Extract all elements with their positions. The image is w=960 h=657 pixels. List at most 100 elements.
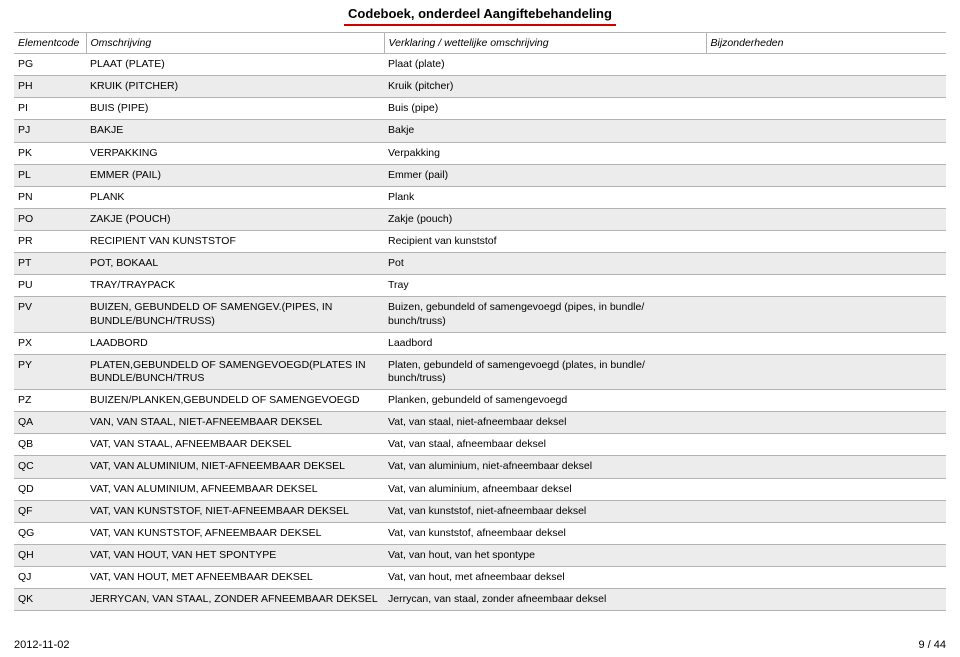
cell-ver: Jerrycan, van staal, zonder afneembaar d…	[384, 589, 706, 611]
table-row: QHVAT, VAN HOUT, VAN HET SPONTYPEVat, va…	[14, 544, 946, 566]
cell-bij	[706, 434, 946, 456]
cell-code: PJ	[14, 120, 86, 142]
cell-ver: Vat, van hout, van het spontype	[384, 544, 706, 566]
cell-bij	[706, 500, 946, 522]
cell-oms: VAT, VAN STAAL, AFNEEMBAAR DEKSEL	[86, 434, 384, 456]
cell-oms: VAT, VAN KUNSTSTOF, AFNEEMBAAR DEKSEL	[86, 522, 384, 544]
table-body: PGPLAAT (PLATE)Plaat (plate) PHKRUIK (PI…	[14, 54, 946, 611]
footer-date: 2012-11-02	[14, 639, 69, 651]
cell-ver: Zakje (pouch)	[384, 208, 706, 230]
cell-ver: Vat, van kunststof, niet-afneembaar deks…	[384, 500, 706, 522]
cell-ver: Plank	[384, 186, 706, 208]
cell-ver: Vat, van staal, afneembaar deksel	[384, 434, 706, 456]
cell-bij	[706, 253, 946, 275]
cell-bij	[706, 231, 946, 253]
cell-ver: Recipient van kunststof	[384, 231, 706, 253]
cell-code: QC	[14, 456, 86, 478]
title-wrap: Codeboek, onderdeel Aangiftebehandeling	[14, 0, 946, 26]
table-row: PUTRAY/TRAYPACKTray	[14, 275, 946, 297]
cell-code: QF	[14, 500, 86, 522]
cell-code: PZ	[14, 390, 86, 412]
code-table: Elementcode Omschrijving Verklaring / we…	[14, 32, 946, 611]
cell-oms: VERPAKKING	[86, 142, 384, 164]
cell-ver: Vat, van aluminium, niet-afneembaar deks…	[384, 456, 706, 478]
cell-oms: BUIS (PIPE)	[86, 98, 384, 120]
table-row: QDVAT, VAN ALUMINIUM, AFNEEMBAAR DEKSELV…	[14, 478, 946, 500]
cell-bij	[706, 354, 946, 389]
cell-bij	[706, 98, 946, 120]
col-omschrijving: Omschrijving	[86, 33, 384, 54]
table-row: PJBAKJEBakje	[14, 120, 946, 142]
cell-bij	[706, 142, 946, 164]
cell-bij	[706, 186, 946, 208]
table-row: PYPLATEN,GEBUNDELD OF SAMENGEVOEGD(PLATE…	[14, 354, 946, 389]
cell-bij	[706, 412, 946, 434]
cell-bij	[706, 332, 946, 354]
cell-bij	[706, 120, 946, 142]
cell-oms: VAT, VAN KUNSTSTOF, NIET-AFNEEMBAAR DEKS…	[86, 500, 384, 522]
cell-code: PR	[14, 231, 86, 253]
cell-code: QK	[14, 589, 86, 611]
cell-oms: PLATEN,GEBUNDELD OF SAMENGEVOEGD(PLATES …	[86, 354, 384, 389]
table-row: PIBUIS (PIPE)Buis (pipe)	[14, 98, 946, 120]
cell-code: PT	[14, 253, 86, 275]
cell-ver: Buis (pipe)	[384, 98, 706, 120]
cell-ver: Vat, van kunststof, afneembaar deksel	[384, 522, 706, 544]
cell-oms: EMMER (PAIL)	[86, 164, 384, 186]
table-row: QCVAT, VAN ALUMINIUM, NIET-AFNEEMBAAR DE…	[14, 456, 946, 478]
cell-ver: Pot	[384, 253, 706, 275]
cell-oms: TRAY/TRAYPACK	[86, 275, 384, 297]
cell-oms: VAT, VAN ALUMINIUM, NIET-AFNEEMBAAR DEKS…	[86, 456, 384, 478]
cell-bij	[706, 54, 946, 76]
cell-ver: Buizen, gebundeld of samengevoegd (pipes…	[384, 297, 706, 332]
cell-ver: Bakje	[384, 120, 706, 142]
cell-oms: KRUIK (PITCHER)	[86, 76, 384, 98]
cell-ver: Plaat (plate)	[384, 54, 706, 76]
cell-oms: POT, BOKAAL	[86, 253, 384, 275]
col-elementcode: Elementcode	[14, 33, 86, 54]
cell-ver: Verpakking	[384, 142, 706, 164]
table-row: PRRECIPIENT VAN KUNSTSTOFRecipient van k…	[14, 231, 946, 253]
cell-code: PG	[14, 54, 86, 76]
document-title: Codeboek, onderdeel Aangiftebehandeling	[344, 4, 616, 26]
cell-code: PL	[14, 164, 86, 186]
table-row: PXLAADBORDLaadbord	[14, 332, 946, 354]
cell-code: PN	[14, 186, 86, 208]
cell-ver: Planken, gebundeld of samengevoegd	[384, 390, 706, 412]
cell-bij	[706, 456, 946, 478]
cell-ver: Vat, van aluminium, afneembaar deksel	[384, 478, 706, 500]
cell-bij	[706, 76, 946, 98]
cell-code: QD	[14, 478, 86, 500]
table-row: QAVAN, VAN STAAL, NIET-AFNEEMBAAR DEKSEL…	[14, 412, 946, 434]
table-row: PNPLANKPlank	[14, 186, 946, 208]
cell-oms: JERRYCAN, VAN STAAL, ZONDER AFNEEMBAAR D…	[86, 589, 384, 611]
table-row: PLEMMER (PAIL)Emmer (pail)	[14, 164, 946, 186]
table-row: PKVERPAKKINGVerpakking	[14, 142, 946, 164]
table-row: QGVAT, VAN KUNSTSTOF, AFNEEMBAAR DEKSELV…	[14, 522, 946, 544]
cell-oms: RECIPIENT VAN KUNSTSTOF	[86, 231, 384, 253]
cell-bij	[706, 567, 946, 589]
cell-bij	[706, 589, 946, 611]
cell-bij	[706, 164, 946, 186]
col-verklaring: Verklaring / wettelijke omschrijving	[384, 33, 706, 54]
cell-code: PX	[14, 332, 86, 354]
cell-code: PU	[14, 275, 86, 297]
footer-page-number: 9 / 44	[918, 639, 946, 651]
cell-oms: BUIZEN, GEBUNDELD OF SAMENGEV.(PIPES, IN…	[86, 297, 384, 332]
table-row: QKJERRYCAN, VAN STAAL, ZONDER AFNEEMBAAR…	[14, 589, 946, 611]
cell-ver: Tray	[384, 275, 706, 297]
cell-bij	[706, 275, 946, 297]
cell-code: QH	[14, 544, 86, 566]
cell-ver: Vat, van hout, met afneembaar deksel	[384, 567, 706, 589]
cell-oms: VAN, VAN STAAL, NIET-AFNEEMBAAR DEKSEL	[86, 412, 384, 434]
cell-oms: VAT, VAN HOUT, VAN HET SPONTYPE	[86, 544, 384, 566]
cell-oms: PLAAT (PLATE)	[86, 54, 384, 76]
table-row: PGPLAAT (PLATE)Plaat (plate)	[14, 54, 946, 76]
cell-ver: Vat, van staal, niet-afneembaar deksel	[384, 412, 706, 434]
cell-oms: ZAKJE (POUCH)	[86, 208, 384, 230]
cell-code: PY	[14, 354, 86, 389]
table-header-row: Elementcode Omschrijving Verklaring / we…	[14, 33, 946, 54]
page: Codeboek, onderdeel Aangiftebehandeling …	[0, 0, 960, 657]
cell-bij	[706, 544, 946, 566]
cell-code: QB	[14, 434, 86, 456]
